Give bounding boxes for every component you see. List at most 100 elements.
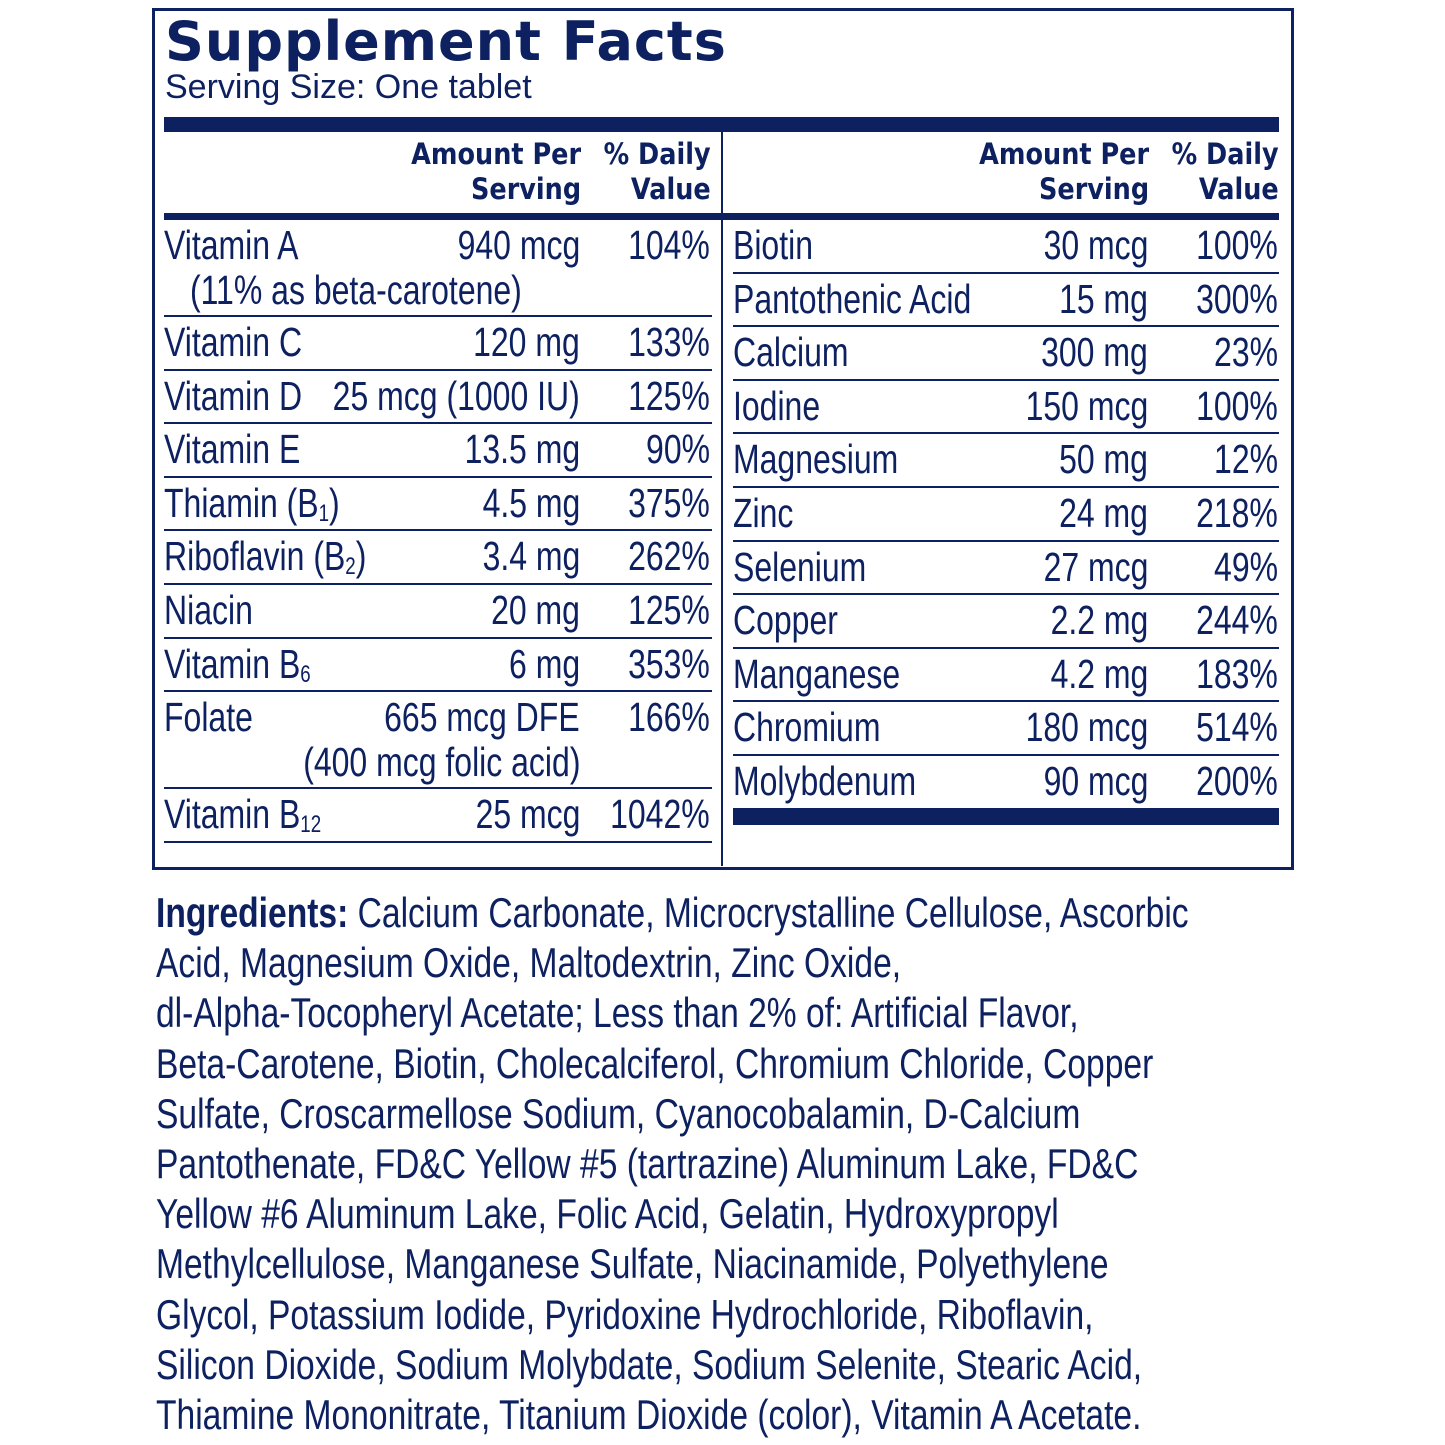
amount-value: 180 mcg	[1025, 704, 1148, 751]
ingredients-line-text: dl-Alpha-Tocopheryl Acetate; Less than 2…	[156, 988, 1079, 1038]
ingredients-line: Silicon Dioxide, Sodium Molybdate, Sodiu…	[156, 1340, 1445, 1390]
amount-per-serving: 940 mcg	[423, 220, 580, 270]
nutrient-name: Iodine	[733, 381, 845, 431]
amount-value: 665 mcg DFE	[384, 694, 580, 741]
nutrient-name-label: Folate	[164, 694, 253, 741]
ingredients-line: Beta-Carotene, Biotin, Cholecalciferol, …	[156, 1039, 1445, 1089]
nutrient-name-text: Magnesium	[733, 434, 898, 484]
amount-value: 6 mg	[508, 640, 580, 687]
nutrient-subscript: 1	[318, 499, 330, 527]
ingredients-line-text: Ingredients: Calcium Carbonate, Microcry…	[156, 888, 1189, 938]
table-row: Selenium 27 mcg 49%	[733, 542, 1279, 596]
nutrient-name-text: Vitamin C	[164, 317, 302, 367]
serving-size: Serving Size: One tablet	[165, 68, 532, 106]
nutrient-name-label: Vitamin D	[164, 372, 303, 419]
nutrient-name-suffix: )	[355, 533, 367, 580]
table-row: Vitamin B6 6 mg 353%	[164, 639, 712, 693]
daily-value-text: 12%	[1213, 436, 1278, 483]
amount-value: 20 mg	[491, 587, 580, 633]
daily-value: 104%	[605, 220, 710, 270]
amount-value: 150 mcg	[1025, 382, 1148, 429]
nutrient-name-text: Pantothenic Acid	[733, 274, 971, 324]
nutrient-name: Biotin	[733, 220, 836, 270]
amount-per-serving: 15 mg	[1034, 274, 1148, 324]
daily-value: 1042%	[582, 789, 710, 839]
nutrient-name-label: Chromium	[733, 704, 881, 751]
nutrient-name-label: Vitamin C	[164, 319, 303, 365]
daily-value-text: 353%	[628, 640, 710, 687]
nutrient-name: Pantothenic Acid	[733, 274, 1038, 324]
nutrient-name-label: Zinc	[733, 490, 794, 536]
nutrient-name-label: Thiamin (B	[164, 479, 319, 526]
daily-value-text: 104%	[628, 222, 710, 268]
ingredients-text: dl-Alpha-Tocopheryl Acetate; Less than 2…	[156, 989, 1079, 1037]
nutrient-name-text: Vitamin B12	[164, 789, 321, 839]
nutrient-name-text: Chromium	[733, 702, 880, 752]
ingredients-text: Yellow #6 Aluminum Lake, Folic Acid, Gel…	[156, 1190, 1059, 1238]
table-row: Biotin 30 mcg 100%	[733, 220, 1279, 274]
daily-value-text: 23%	[1213, 329, 1278, 376]
amount-value: 27 mcg	[1043, 543, 1148, 590]
nutrient-name-text: Folate	[164, 692, 253, 742]
table-row: Magnesium 50 mg 12%	[733, 434, 1279, 488]
ingredients-text: Sulfate, Croscarmellose Sodium, Cyanocob…	[156, 1089, 1081, 1137]
nutrient-name-label: Copper	[733, 597, 838, 644]
amount-per-serving: 50 mg	[1034, 434, 1148, 484]
amount-value: 2.2 mg	[1050, 597, 1148, 644]
table-row: Riboflavin (B2) 3.4 mg 262%	[164, 531, 712, 585]
ingredients-text: Calcium Carbonate, Microcrystalline Cell…	[348, 889, 1189, 936]
amount-value: 25 mcg (1000 IU)	[332, 372, 580, 419]
daily-value-text: 125%	[628, 372, 710, 419]
daily-value: 125%	[605, 585, 710, 635]
table-row: Chromium 180 mcg 514%	[733, 702, 1279, 756]
amount-per-serving: 3.4 mg	[455, 531, 580, 581]
nutrient-name: Selenium	[733, 542, 904, 592]
ingredients-line-text: Methylcellulose, Manganese Sulfate, Niac…	[156, 1239, 1109, 1289]
daily-value: 244%	[1173, 595, 1278, 645]
ingredients-line-text: Acid, Magnesium Oxide, Maltodextrin, Zin…	[156, 938, 901, 988]
daily-value-text: 125%	[628, 587, 710, 633]
amount-value: 940 mcg	[457, 222, 580, 268]
table-row: Calcium 300 mg 23%	[733, 327, 1279, 381]
daily-value-text: 49%	[1213, 543, 1278, 590]
daily-value-text: 100%	[1196, 382, 1278, 429]
nutrient-name: Niacin	[164, 585, 278, 635]
ingredients-text: Pantothenate, FD&C Yellow #5 (tartrazine…	[156, 1140, 1139, 1188]
ingredients-line-text: Silicon Dioxide, Sodium Molybdate, Sodiu…	[156, 1340, 1142, 1390]
ingredients-line: Pantothenate, FD&C Yellow #5 (tartrazine…	[156, 1139, 1445, 1189]
nutrient-name: Zinc	[733, 488, 810, 538]
nutrient-subscript: 6	[300, 660, 311, 688]
nutrient-name-label: Vitamin B	[164, 791, 301, 838]
header-divider	[164, 213, 1279, 220]
daily-value-text: 133%	[628, 319, 710, 365]
nutrient-name-text: Molybdenum	[733, 756, 916, 806]
amount-per-serving: 20 mg	[466, 585, 580, 635]
amount-value: 15 mg	[1059, 275, 1148, 322]
thick-divider	[164, 117, 1279, 132]
nutrient-name-text: Iodine	[733, 381, 820, 431]
table-row: Vitamin C 120 mg 133%	[164, 317, 712, 371]
column-divider	[721, 132, 723, 866]
daily-value: 514%	[1173, 702, 1278, 752]
ingredients-line: Glycol, Potassium Iodide, Pyridoxine Hyd…	[156, 1290, 1445, 1340]
amount-value: 120 mg	[473, 319, 580, 365]
ingredients-line: Yellow #6 Aluminum Lake, Folic Acid, Gel…	[156, 1189, 1445, 1239]
table-row: Vitamin E 13.5 mg 90%	[164, 424, 712, 478]
amount-per-serving: 150 mcg	[991, 381, 1148, 431]
amount-per-serving: 25 mcg (1000 IU)	[263, 371, 580, 421]
amount-per-serving: 120 mg	[443, 317, 580, 367]
ingredients-text: Thiamine Mononitrate, Titanium Dioxide (…	[156, 1391, 1142, 1439]
daily-value: 12%	[1196, 434, 1278, 484]
nutrient-name-text: Niacin	[164, 585, 253, 635]
nutrient-name: Copper	[733, 595, 867, 645]
ingredients-text: Beta-Carotene, Biotin, Cholecalciferol, …	[156, 1039, 1154, 1087]
panel-title: Supplement Facts	[165, 10, 727, 73]
amount-per-serving: 665 mcg DFE	[329, 692, 580, 742]
nutrient-name-label: Selenium	[733, 543, 867, 590]
amount-per-serving: 30 mcg	[1014, 220, 1148, 270]
amount-per-serving: 4.5 mg	[455, 478, 580, 528]
table-row: Vitamin D 25 mcg (1000 IU) 125%	[164, 371, 712, 425]
amount-value: 13.5 mg	[464, 426, 580, 473]
nutrient-name-text: Biotin	[733, 220, 813, 270]
amount-value: 300 mg	[1041, 329, 1148, 376]
